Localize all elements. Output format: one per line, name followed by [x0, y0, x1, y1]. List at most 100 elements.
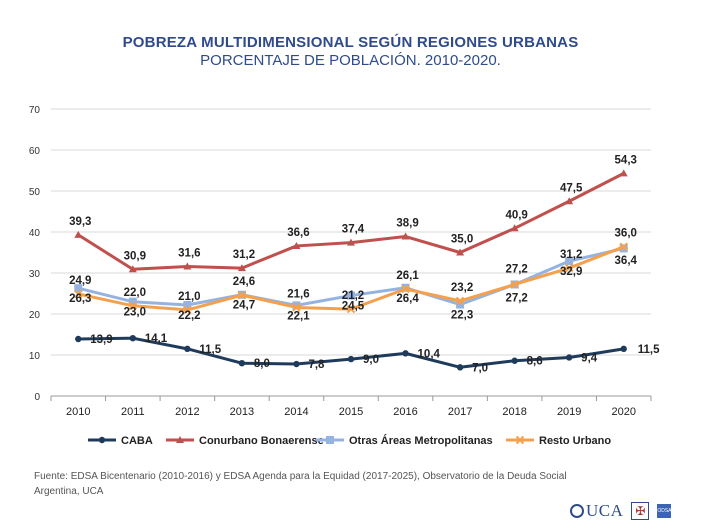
data-point-otras-areas-metropolitanas — [619, 244, 628, 253]
data-label-caba: 7,8 — [308, 359, 325, 371]
data-point-caba — [238, 360, 246, 367]
data-label-resto-urbano: 21,0 — [178, 291, 200, 303]
data-point-otras-areas-metropolitanas — [74, 284, 83, 293]
data-point-caba — [129, 334, 137, 342]
x-tick-label: 2011 — [121, 406, 145, 418]
data-point-conurbano-bonaerense — [74, 230, 83, 238]
data-label-resto-urbano: 24,6 — [233, 276, 255, 288]
data-label-resto-urbano: 31,2 — [560, 249, 582, 261]
data-label-otras-areas-metropolitanas: 24,5 — [342, 301, 365, 313]
line-chart: 0 10 20 30 40 50 60 70 2010 2011 2012 2013 2014 2015 2… — [29, 105, 660, 447]
data-point-conurbano-bonaerense — [619, 169, 628, 177]
data-label-otras-areas-metropolitanas: 27,2 — [505, 263, 527, 275]
data-point-conurbano-bonaerense — [401, 232, 410, 240]
data-label-caba: 9,4 — [581, 352, 598, 364]
data-point-otras-areas-metropolitanas — [128, 297, 137, 306]
y-tick-label: 20 — [29, 310, 41, 321]
data-label-conurbano-bonaerense: 38,9 — [396, 218, 418, 230]
data-label-caba: 8,6 — [527, 356, 543, 368]
data-label-caba: 9,0 — [363, 354, 379, 366]
data-point-otras-areas-metropolitanas — [565, 257, 574, 266]
data-label-otras-areas-metropolitanas: 26,4 — [396, 293, 419, 305]
data-label-resto-urbano: 23,2 — [451, 282, 473, 294]
data-label-otras-areas-metropolitanas: 36,0 — [615, 227, 637, 239]
data-point-caba — [347, 355, 355, 363]
x-tick-label: 2016 — [393, 406, 417, 418]
legend-marker-conurbano-bonaerense — [176, 436, 184, 443]
x-tick-label: 2018 — [502, 406, 526, 418]
x-tick-label: 2014 — [284, 406, 308, 418]
data-point-conurbano-bonaerense — [565, 197, 574, 205]
data-label-caba: 14,1 — [145, 333, 168, 345]
seal-icon: ✠ — [631, 502, 650, 520]
data-point-resto-urbano — [74, 289, 83, 299]
data-label-resto-urbano: 22,0 — [124, 287, 146, 299]
chart-title: POBREZA MULTIDIMENSIONAL SEGÚN REGIONES … — [122, 34, 579, 51]
data-point-caba — [184, 345, 191, 353]
data-point-resto-urbano — [401, 284, 410, 294]
data-label-conurbano-bonaerense: 37,4 — [342, 224, 365, 236]
odsa-logo: ODSA — [657, 502, 697, 520]
data-label-conurbano-bonaerense: 54,3 — [615, 154, 637, 166]
data-point-caba — [293, 360, 300, 368]
y-tick-label: 30 — [29, 269, 41, 280]
data-label-resto-urbano: 21,6 — [287, 288, 309, 300]
data-point-caba — [620, 345, 627, 353]
data-point-otras-areas-metropolitanas — [456, 300, 465, 309]
data-point-otras-areas-metropolitanas — [183, 300, 192, 309]
uca-logo: UCA — [570, 501, 623, 521]
data-point-caba — [511, 357, 518, 364]
legend-marker-resto-urbano — [515, 435, 525, 445]
data-point-caba — [456, 364, 464, 371]
legend-marker-caba — [98, 436, 106, 444]
data-point-resto-urbano — [128, 301, 138, 311]
y-tick-label: 70 — [29, 105, 41, 116]
data-label-conurbano-bonaerense: 35,0 — [451, 234, 473, 246]
data-point-otras-areas-metropolitanas — [347, 291, 355, 300]
y-tick-label: 50 — [29, 187, 41, 198]
data-label-caba: 10,4 — [418, 348, 441, 360]
data-point-conurbano-bonaerense — [128, 265, 137, 273]
data-point-resto-urbano — [619, 242, 628, 251]
data-point-resto-urbano — [237, 290, 247, 300]
data-label-caba: 11,5 — [199, 344, 221, 356]
data-label-otras-areas-metropolitanas: 23,0 — [124, 307, 146, 319]
x-tick-label: 2020 — [611, 406, 635, 418]
data-label-otras-areas-metropolitanas: 24,7 — [233, 300, 255, 312]
data-label-otras-areas-metropolitanas: 22,1 — [287, 310, 310, 322]
data-label-resto-urbano: 26,1 — [396, 270, 419, 282]
data-label-resto-urbano: 21,2 — [342, 290, 364, 302]
data-label-caba: 13,9 — [90, 334, 112, 346]
y-tick-label: 40 — [29, 228, 41, 239]
data-label-conurbano-bonaerense: 31,6 — [178, 247, 200, 259]
data-label-caba: 7,0 — [472, 362, 488, 374]
x-tick-label: 2017 — [448, 406, 472, 418]
data-point-resto-urbano — [346, 304, 356, 314]
data-point-conurbano-bonaerense — [510, 224, 519, 232]
data-label-conurbano-bonaerense: 36,6 — [287, 227, 309, 239]
logos: UCA ✠ ODSA — [570, 498, 697, 524]
data-point-conurbano-bonaerense — [456, 248, 465, 256]
data-label-conurbano-bonaerense: 47,5 — [560, 182, 583, 194]
y-tick-label: 10 — [29, 351, 41, 362]
data-label-conurbano-bonaerense: 40,9 — [505, 209, 527, 221]
legend-label-conurbano-bonaerense: Conurbano Bonaerense — [199, 435, 324, 447]
x-tick-label: 2019 — [557, 406, 581, 418]
data-label-conurbano-bonaerense: 31,2 — [233, 249, 255, 261]
data-point-resto-urbano — [564, 263, 574, 273]
odsa-logo-text: ODSA — [657, 504, 672, 518]
data-label-resto-urbano: 24,9 — [69, 275, 91, 287]
data-point-resto-urbano — [510, 280, 519, 289]
data-label-otras-areas-metropolitanas: 22,3 — [451, 310, 473, 322]
data-point-resto-urbano — [183, 305, 192, 315]
data-point-resto-urbano — [455, 296, 465, 306]
x-tick-label: 2012 — [175, 406, 199, 418]
data-point-caba — [565, 354, 573, 361]
data-label-caba: 11,5 — [638, 344, 660, 356]
data-point-conurbano-bonaerense — [237, 264, 246, 272]
data-label-resto-urbano: 36,4 — [615, 255, 638, 267]
legend-label-otras-areas-metropolitanas: Otras Áreas Metropolitanas — [349, 434, 493, 447]
legend-label-resto-urbano: Resto Urbano — [539, 435, 611, 447]
data-label-conurbano-bonaerense: 39,3 — [69, 216, 91, 228]
data-label-caba: 8,0 — [254, 358, 270, 370]
